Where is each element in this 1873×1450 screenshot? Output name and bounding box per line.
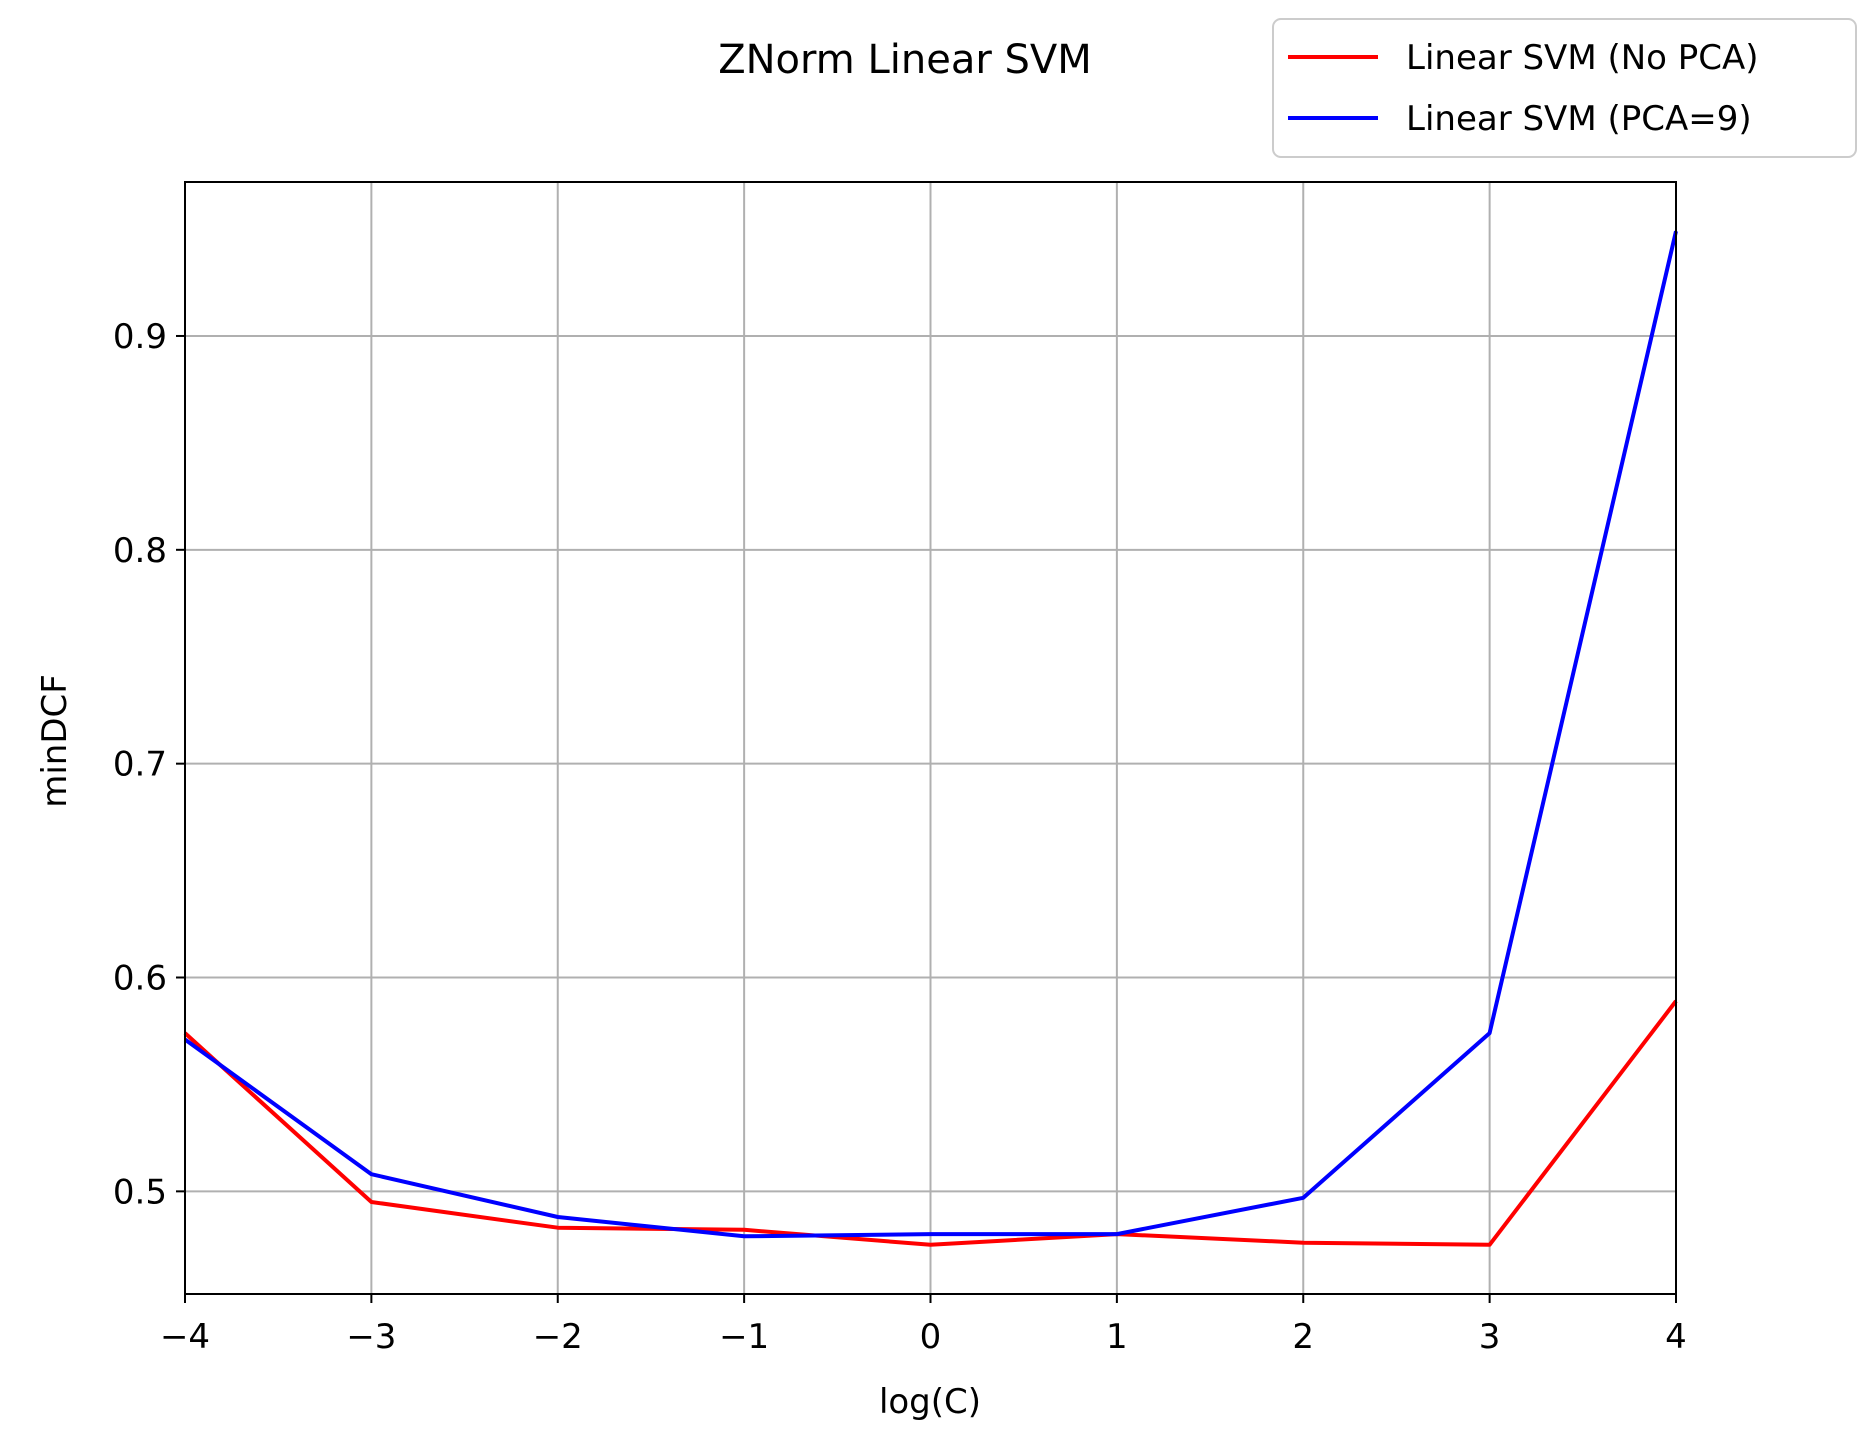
y-tick-label: 0.8 xyxy=(113,531,167,571)
x-axis-label: log(C) xyxy=(879,1382,981,1422)
y-tick-label: 0.7 xyxy=(113,745,167,785)
legend-label-pca-9: Linear SVM (PCA=9) xyxy=(1406,99,1752,139)
x-tick-label: −1 xyxy=(719,1317,769,1357)
x-tick-label: 1 xyxy=(1106,1317,1128,1357)
legend: Linear SVM (No PCA) Linear SVM (PCA=9) xyxy=(1272,18,1857,158)
x-tick-label: 3 xyxy=(1479,1317,1501,1357)
y-axis-label: minDCF xyxy=(35,674,75,808)
series-layer xyxy=(183,230,1678,1247)
legend-box xyxy=(1272,18,1857,158)
grid xyxy=(184,182,1677,1294)
x-tick-label: −3 xyxy=(346,1317,396,1357)
legend-label-no-pca: Linear SVM (No PCA) xyxy=(1406,38,1759,78)
y-tick-label: 0.6 xyxy=(113,959,167,999)
y-axis-ticks: 0.5 0.6 0.7 0.8 0.9 xyxy=(113,317,185,1212)
y-tick-label: 0.5 xyxy=(113,1172,167,1212)
series-line-0 xyxy=(183,999,1678,1247)
x-axis-ticks: −4 −3 −2 −1 0 1 2 3 4 xyxy=(160,1294,1687,1357)
x-tick-label: 2 xyxy=(1292,1317,1314,1357)
x-tick-label: 0 xyxy=(920,1317,942,1357)
chart-title: ZNorm Linear SVM xyxy=(718,37,1092,83)
x-tick-label: 4 xyxy=(1665,1317,1687,1357)
x-tick-label: −2 xyxy=(533,1317,583,1357)
series-line-1 xyxy=(183,230,1678,1239)
y-tick-label: 0.9 xyxy=(113,317,167,357)
x-tick-label: −4 xyxy=(160,1317,210,1357)
